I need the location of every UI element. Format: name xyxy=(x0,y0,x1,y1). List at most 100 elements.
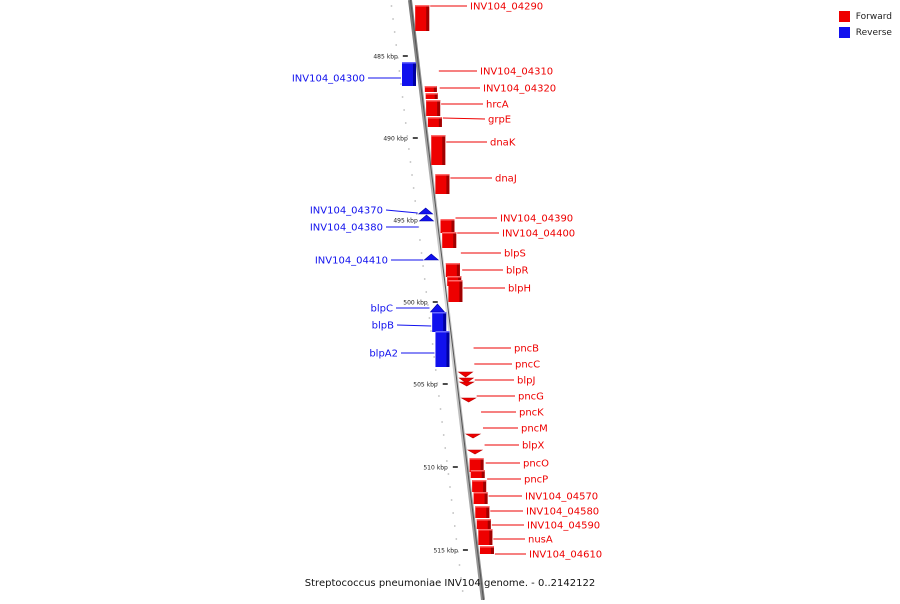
gene-block-highlight xyxy=(475,506,490,508)
gene-feature xyxy=(470,470,485,478)
gene-feature xyxy=(426,100,441,116)
gene-feature xyxy=(460,397,477,403)
gene-label: INV104_04310 xyxy=(480,67,553,78)
gene-block xyxy=(424,86,437,92)
gene-block-highlight xyxy=(426,100,441,102)
reverse-swatch-icon xyxy=(838,27,850,38)
gene-block-highlight xyxy=(448,280,463,282)
gene-label: INV104_04400 xyxy=(502,229,575,240)
gene-block xyxy=(469,458,484,472)
gene-label: INV104_04610 xyxy=(529,550,602,561)
gene-label: blpS xyxy=(504,249,526,260)
gene-block-shade xyxy=(487,519,491,529)
gene-leader-line xyxy=(385,209,418,214)
gene-leader-line xyxy=(442,117,486,120)
gene-block-highlight xyxy=(402,62,417,64)
gene-arrow xyxy=(418,214,435,222)
gene-label: pncM xyxy=(521,424,548,435)
gene-block xyxy=(415,5,430,31)
gene-feature xyxy=(478,529,493,545)
gene-block xyxy=(473,492,488,504)
gene-feature xyxy=(417,207,434,215)
legend-forward-label: Forward xyxy=(855,11,892,22)
gene-block xyxy=(435,174,450,194)
gene-arrow xyxy=(457,371,474,378)
gene-block-shade xyxy=(459,280,463,302)
gene-label: pncC xyxy=(515,360,540,371)
gene-label: hrcA xyxy=(486,100,509,111)
gene-block-shade xyxy=(433,86,437,92)
gene-block-shade xyxy=(426,5,430,31)
gene-arrow xyxy=(417,207,434,215)
gene-block xyxy=(476,519,491,529)
gene-block-shade xyxy=(443,312,447,332)
gene-block-shade xyxy=(438,117,442,127)
gene-feature xyxy=(458,377,475,384)
gene-block xyxy=(426,100,441,116)
gene-arrow xyxy=(458,377,475,384)
gene-feature xyxy=(435,331,450,367)
gene-label: blpX xyxy=(522,441,544,452)
gene-feature xyxy=(458,381,475,387)
legend-reverse-label: Reverse xyxy=(855,27,892,38)
gene-feature xyxy=(473,492,488,504)
gene-feature xyxy=(472,480,487,492)
gene-block xyxy=(427,117,442,127)
gene-feature xyxy=(445,263,460,277)
gene-block-shade xyxy=(437,100,441,116)
gene-block-highlight xyxy=(435,174,450,176)
gene-label: pncP xyxy=(524,475,548,486)
gene-label: pncK xyxy=(519,408,544,419)
gene-feature xyxy=(479,546,494,554)
gene-block-shade xyxy=(413,62,417,86)
map-caption: Streptococcus pneumoniae INV104 genome. … xyxy=(304,578,596,589)
gene-label: blpJ xyxy=(517,376,535,387)
gene-block-shade xyxy=(480,458,484,472)
gene-block-shade xyxy=(451,219,455,233)
gene-block-shade xyxy=(446,331,450,367)
gene-block-highlight xyxy=(473,492,488,494)
gene-block-highlight xyxy=(435,331,450,333)
gene-feature xyxy=(469,458,484,472)
gene-block xyxy=(402,62,417,86)
gene-arrow xyxy=(423,253,440,261)
gene-label: INV104_04410 xyxy=(315,256,388,267)
gene-label: INV104_04300 xyxy=(292,74,365,85)
gene-label: pncB xyxy=(514,344,539,355)
gene-feature xyxy=(475,506,490,518)
kbp-tick-label: 505 kbp xyxy=(413,382,438,389)
gene-block-highlight xyxy=(472,480,487,482)
gene-feature xyxy=(440,219,455,233)
gene-block-shade xyxy=(486,506,490,518)
gene-feature xyxy=(457,371,474,378)
gene-feature xyxy=(415,5,430,31)
kbp-tick-label: 500 kbp xyxy=(403,300,428,307)
gene-feature xyxy=(464,433,482,439)
gene-block-shade xyxy=(456,263,460,277)
gene-label: INV104_04570 xyxy=(525,492,598,503)
gene-feature xyxy=(425,93,438,99)
gene-label: blpB xyxy=(372,321,394,332)
legend: Forward Reverse xyxy=(838,9,892,41)
gene-arrow xyxy=(460,397,477,403)
gene-label: INV104_04590 xyxy=(527,521,600,532)
gene-arrow xyxy=(458,381,475,387)
forward-swatch-icon xyxy=(838,11,850,22)
gene-feature xyxy=(466,449,484,455)
gene-block xyxy=(442,232,457,248)
legend-item-forward: Forward xyxy=(838,9,892,24)
gene-block xyxy=(448,280,463,302)
gene-block-shade xyxy=(490,546,494,554)
gene-block-highlight xyxy=(432,312,447,314)
gene-label: nusA xyxy=(528,535,553,546)
gene-feature xyxy=(429,303,446,313)
gene-block xyxy=(440,219,455,233)
gene-label: INV104_04320 xyxy=(483,84,556,95)
gene-label: blpA2 xyxy=(369,349,398,360)
gene-block xyxy=(431,135,446,165)
gene-block-shade xyxy=(481,470,485,478)
gene-block-shade xyxy=(484,492,488,504)
gene-label: INV104_04290 xyxy=(470,2,543,13)
legend-item-reverse: Reverse xyxy=(838,25,892,40)
